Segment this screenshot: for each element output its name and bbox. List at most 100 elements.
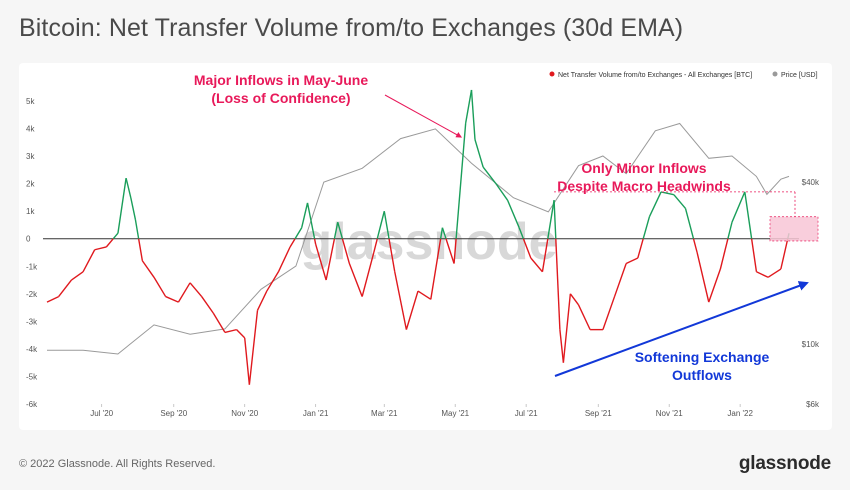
outflow-segment [708,268,722,303]
watermark: glassnode [300,213,557,271]
inflow-segment [464,89,473,124]
outflow-segment [445,238,455,264]
inflow-segment [383,211,390,239]
annotation-softening-outflows: Outflows [672,367,732,383]
outflow-segment [289,238,296,248]
outflow-segment [562,293,572,363]
inflow-segment [301,202,309,228]
price-line [47,122,790,355]
outflow-segment [177,282,191,303]
outflow-segment [625,257,639,265]
outflow-segment [530,257,543,273]
outflow-segment [394,271,408,330]
outflow-segment [244,337,251,385]
inflow-segment [130,197,137,220]
copyright-text: © 2022 Glassnode. All Rights Reserved. [19,458,216,470]
y-tick-label: -3k [26,317,38,326]
inflow-segment [376,211,385,239]
outflow-segment [256,290,268,311]
inflow-segment [441,227,447,239]
inflow-segment [648,191,662,217]
minor-inflow-highlight [769,216,819,242]
outflow-segment [602,296,616,330]
outflow-segment [325,238,336,281]
x-tick-label: Nov '20 [231,409,258,418]
outflow-segment [153,276,167,297]
annotation-major-inflows: Major Inflows in May-June [194,72,368,88]
inflow-segment [455,122,467,239]
outflow-segment [361,252,375,297]
outflow-segment [94,246,107,251]
legend-net-transfer-dot [549,71,555,77]
outflow-segment [555,238,561,330]
outflow-segment [569,293,580,306]
outflow-segment [82,249,96,273]
inflow-segment [294,227,303,240]
x-tick-label: May '21 [441,409,469,418]
outflow-segment [212,312,226,333]
inflow-segment [518,227,525,239]
inflow-segment [495,183,509,201]
net-transfer-chart: glassnode 5k 4k 3k 2k 1k 0 -1k -2k -3k -4k -5k -6k J… [26,71,820,418]
outflow-segment [405,290,419,330]
outflow-segment [559,329,565,363]
x-tick-label: Jul '20 [90,409,113,418]
x-tick-label: Mar '21 [371,409,398,418]
outflow-segment [236,329,246,339]
outflow-segment [266,271,280,292]
page-title: Bitcoin: Net Transfer Volume from/to Exc… [19,14,684,42]
inflow-segment [547,200,555,239]
outflow-segment [767,268,782,278]
outflow-segment [637,238,644,259]
inflow-segment [673,194,687,209]
outflow-segment [105,238,114,248]
outflow-segment [541,238,549,272]
annotation-minor-inflows: Despite Macro Headwinds [557,178,731,194]
y-tick-label: 1k [26,207,35,216]
outflow-segment [750,238,758,272]
outflow-segment [313,238,317,245]
inflow-segment [333,222,339,239]
outflow-segment [577,304,591,330]
inflow-segment [660,191,675,196]
inflow-segment [306,202,316,239]
y-tick-label: -1k [26,262,38,271]
inflow-segment [470,89,476,140]
inflow-segment [744,191,753,239]
outflow-segment [613,263,627,297]
y-right-tick-label: $6k [806,400,820,409]
y-tick-label: 5k [26,97,35,106]
outflow-segment [165,295,179,303]
outflow-segment [522,238,532,259]
legend-price: Price [USD] [781,72,818,79]
annotation-arrow-inflows [384,94,463,138]
inflow-segment [439,227,444,239]
outflow-segment [780,238,789,270]
inflow-segment [474,139,484,168]
legend-price-dot [772,71,778,77]
inflow-segment [482,166,497,185]
outflow-segment [224,328,237,334]
outflow-segment [248,310,259,385]
x-tick-label: Jan '21 [303,409,329,418]
outflow-segment [314,244,327,281]
y-right-tick-label: $10k [802,340,820,349]
outflow-segment [201,296,214,314]
outflow-segment [453,238,457,264]
outflow-segment [189,282,203,298]
y-tick-label: -4k [26,345,38,354]
x-tick-label: Nov '21 [656,409,683,418]
inflow-segment [337,222,344,239]
inflow-segment [553,200,557,239]
inflow-segment [506,199,520,228]
inflow-segment [112,232,119,240]
x-tick-label: Sep '21 [585,409,612,418]
outflow-segment [417,290,432,300]
x-tick-label: Jan '22 [727,409,753,418]
inflow-segment [727,222,733,239]
inflow-segment [134,219,140,239]
outflow-segment [46,295,59,303]
y-tick-label: 2k [26,180,35,189]
inflow-segment [642,216,651,239]
outflow-segment [388,238,396,272]
